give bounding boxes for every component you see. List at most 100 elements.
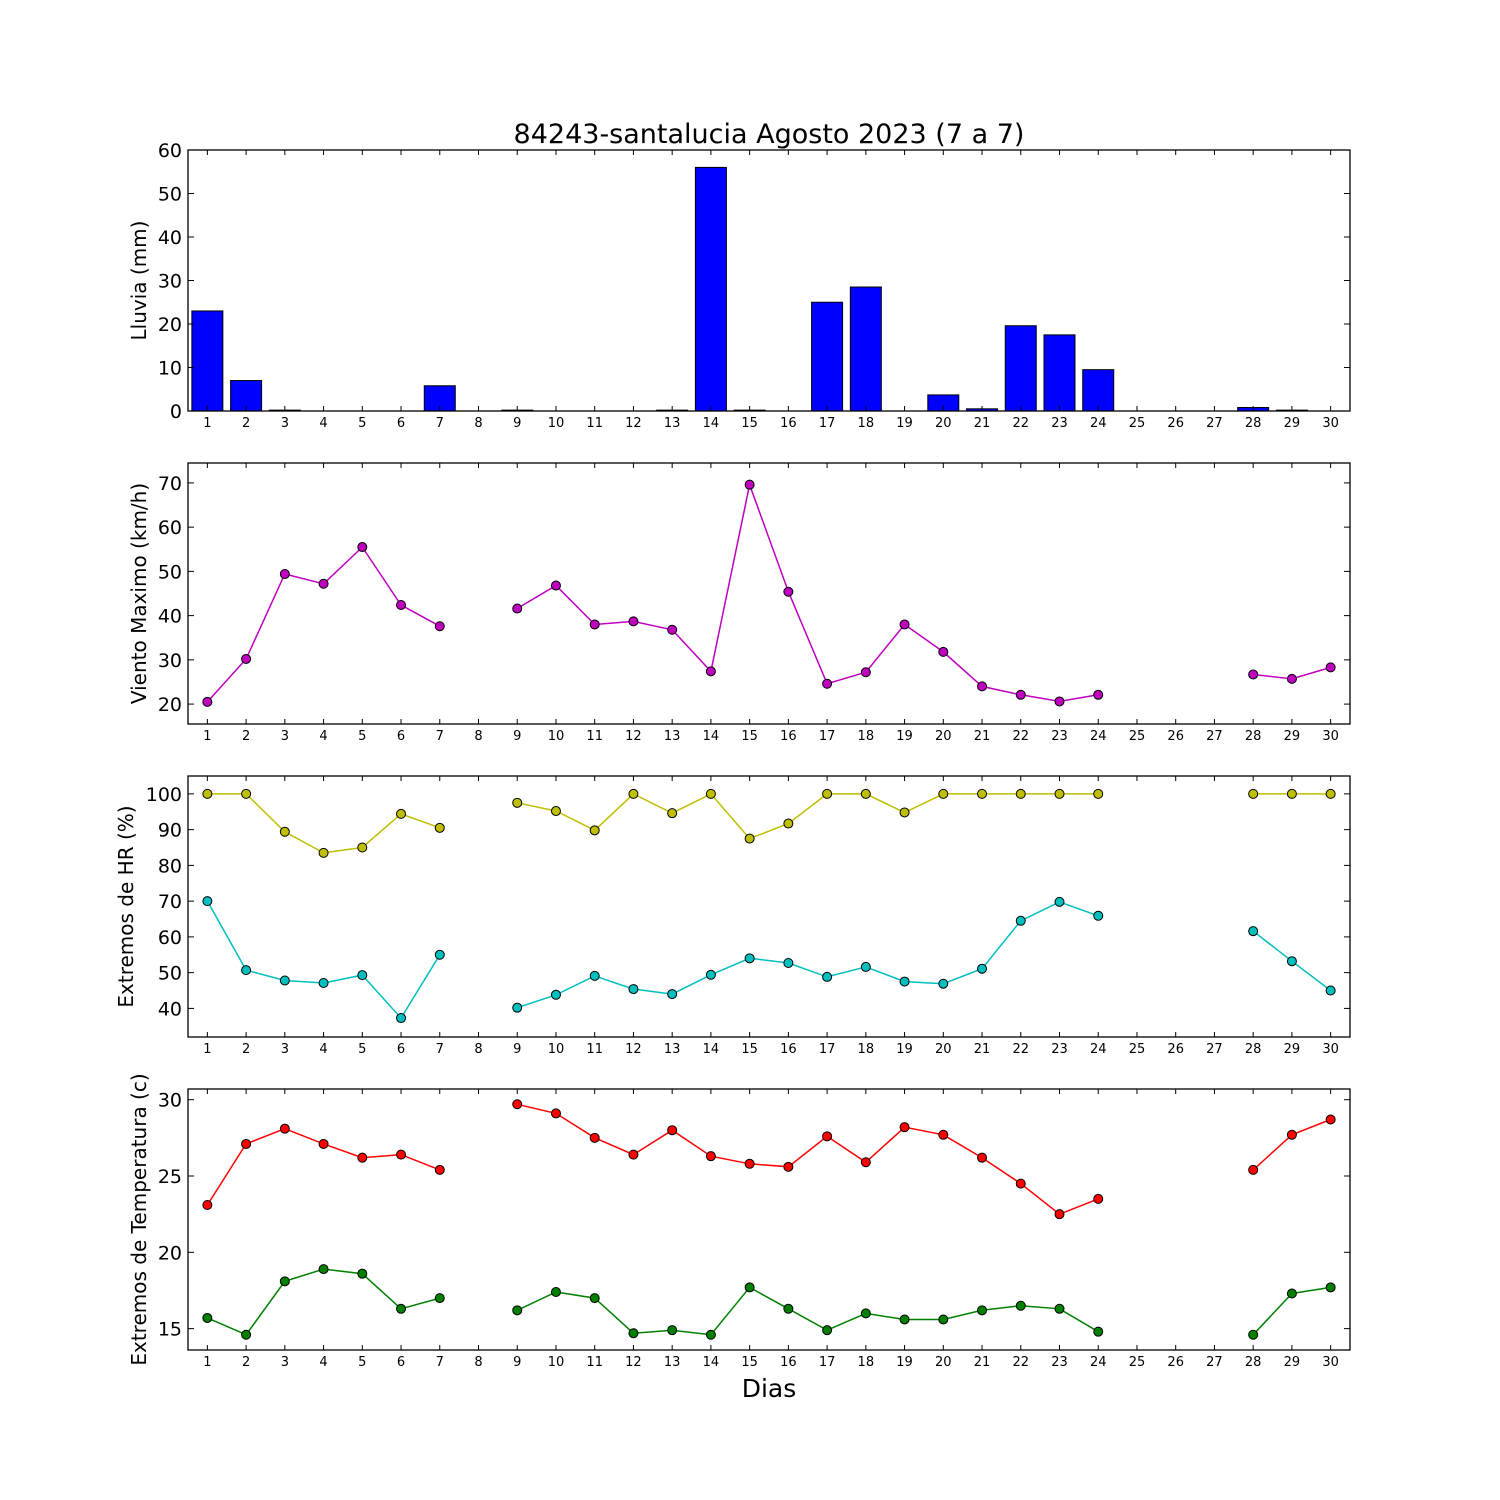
point-day-5 <box>357 842 368 853</box>
series-1 <box>202 1099 1336 1220</box>
point-day-14 <box>705 788 716 799</box>
point-day-9 <box>512 603 523 614</box>
xtick-label: 15 <box>741 1355 758 1370</box>
xtick-label: 15 <box>741 416 758 431</box>
xtick-label: 1 <box>203 416 211 431</box>
point-day-15 <box>744 1158 755 1169</box>
ytick-label: 70 <box>158 473 182 495</box>
xtick-label: 16 <box>780 1042 797 1057</box>
series-2-line-2 <box>516 1286 1099 1336</box>
xtick-label: 9 <box>513 729 521 744</box>
bar-day-2 <box>230 380 263 412</box>
point-day-10 <box>550 580 561 591</box>
point-day-21 <box>977 1305 988 1316</box>
xtick-label: 21 <box>974 1042 991 1057</box>
xtick-label: 13 <box>664 729 681 744</box>
point-day-11 <box>589 970 600 981</box>
xtick-label: 29 <box>1284 729 1301 744</box>
point-day-16 <box>783 1161 794 1172</box>
point-day-13 <box>667 1125 678 1136</box>
point-day-22 <box>1015 788 1026 799</box>
ytick-label: 60 <box>158 517 182 539</box>
point-day-24 <box>1093 1193 1104 1204</box>
xtick-label: 28 <box>1245 416 1262 431</box>
point-day-28 <box>1248 1164 1259 1175</box>
point-day-16 <box>783 1303 794 1314</box>
xtick-label: 5 <box>358 1042 366 1057</box>
point-day-6 <box>396 808 407 819</box>
point-day-13 <box>667 989 678 1000</box>
ytick-label: 100 <box>146 784 182 806</box>
point-day-20 <box>938 646 949 657</box>
xtick-label: 8 <box>474 1042 482 1057</box>
point-day-2 <box>241 1138 252 1149</box>
series-2-line-1 <box>206 900 441 1020</box>
xtick-label: 21 <box>974 416 991 431</box>
ytick-label: 20 <box>158 314 182 336</box>
xtick-label: 27 <box>1206 1042 1223 1057</box>
xtick-label: 13 <box>664 1355 681 1370</box>
xtick-label: 18 <box>858 1042 875 1057</box>
point-day-20 <box>938 978 949 989</box>
xtick-label: 19 <box>896 416 913 431</box>
y-axis-label: Extremos de HR (%) <box>114 805 138 1007</box>
y-axis-label: Extremos de Temperatura (c) <box>127 1073 151 1365</box>
point-day-28 <box>1248 926 1259 937</box>
point-day-17 <box>822 1131 833 1142</box>
point-day-13 <box>667 624 678 635</box>
point-day-28 <box>1248 1329 1259 1340</box>
point-day-22 <box>1015 689 1026 700</box>
xtick-label: 29 <box>1284 1042 1301 1057</box>
xtick-label: 14 <box>703 729 720 744</box>
point-day-30 <box>1325 1282 1336 1293</box>
xtick-label: 2 <box>242 416 250 431</box>
point-day-22 <box>1015 915 1026 926</box>
xtick-label: 20 <box>935 729 952 744</box>
series-1-line-3 <box>1252 1118 1331 1171</box>
xtick-label: 17 <box>819 1042 836 1057</box>
xtick-label: 25 <box>1129 416 1146 431</box>
point-day-6 <box>396 1303 407 1314</box>
point-day-19 <box>899 807 910 818</box>
point-day-4 <box>318 1264 329 1275</box>
y-axis-label: Viento Maximo (km/h) <box>127 483 151 704</box>
point-day-10 <box>550 1108 561 1119</box>
xtick-label: 15 <box>741 729 758 744</box>
point-day-7 <box>434 822 445 833</box>
point-day-18 <box>860 788 871 799</box>
xtick-label: 4 <box>319 1355 327 1370</box>
ytick-label: 70 <box>158 891 182 913</box>
point-day-1 <box>202 788 213 799</box>
point-day-30 <box>1325 662 1336 673</box>
xtick-label: 20 <box>935 416 952 431</box>
point-day-30 <box>1325 985 1336 996</box>
ytick-label: 50 <box>158 561 182 583</box>
xtick-label: 7 <box>436 1355 444 1370</box>
point-day-16 <box>783 586 794 597</box>
xtick-label: 19 <box>896 729 913 744</box>
point-day-13 <box>667 1325 678 1336</box>
ytick-label: 30 <box>158 650 182 672</box>
point-day-6 <box>396 600 407 611</box>
point-day-4 <box>318 978 329 989</box>
ytick-label: 50 <box>158 184 182 206</box>
xtick-label: 18 <box>858 416 875 431</box>
point-day-29 <box>1286 1129 1297 1140</box>
point-day-2 <box>241 653 252 664</box>
xtick-label: 21 <box>974 729 991 744</box>
point-day-5 <box>357 970 368 981</box>
point-day-11 <box>589 619 600 630</box>
point-day-12 <box>628 984 639 995</box>
xtick-label: 14 <box>703 1042 720 1057</box>
point-day-21 <box>977 788 988 799</box>
xtick-label: 8 <box>474 729 482 744</box>
ytick-label: 20 <box>158 694 182 716</box>
chart-title: 84243-santalucia Agosto 2023 (7 a 7) <box>514 119 1025 150</box>
xtick-label: 24 <box>1090 416 1107 431</box>
point-day-19 <box>899 1314 910 1325</box>
xtick-label: 9 <box>513 416 521 431</box>
ytick-label: 20 <box>158 1242 182 1264</box>
point-day-17 <box>822 788 833 799</box>
point-day-21 <box>977 681 988 692</box>
xtick-label: 26 <box>1167 1042 1184 1057</box>
